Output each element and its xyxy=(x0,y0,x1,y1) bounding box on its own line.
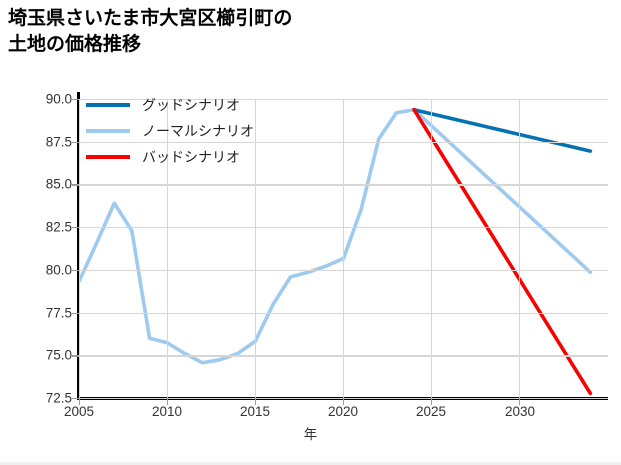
x-tick-label: 2010 xyxy=(151,404,183,419)
gridline-vertical xyxy=(519,99,521,398)
legend-swatch-good-icon xyxy=(86,103,130,107)
y-tick-label: 77.5 xyxy=(45,305,72,321)
y-tick-mark xyxy=(72,227,79,229)
x-axis-title: 年 xyxy=(303,427,318,442)
y-tick-mark xyxy=(72,398,79,400)
gridline-vertical xyxy=(167,99,169,398)
y-tick-label: 80.0 xyxy=(45,262,72,278)
legend-label-bad: バッドシナリオ xyxy=(142,149,240,165)
line-historical xyxy=(79,107,416,365)
x-tick-label: 2005 xyxy=(63,404,95,419)
x-tick-mark xyxy=(519,398,521,405)
legend-label-normal: ノーマルシナリオ xyxy=(142,123,254,139)
legend-label-good: グッドシナリオ xyxy=(142,97,240,113)
chart-legend: グッドシナリオ ノーマルシナリオ バッドシナリオ xyxy=(86,92,301,170)
legend-item-normal[interactable]: ノーマルシナリオ xyxy=(86,118,301,144)
y-tick-mark xyxy=(72,269,79,272)
gridline-vertical xyxy=(79,99,81,398)
data-series-layer xyxy=(79,107,593,396)
y-tick-label: 87.5 xyxy=(45,134,72,150)
y-tick-label: 72.5 xyxy=(45,390,72,406)
y-tick-label: 75.0 xyxy=(45,347,72,363)
gridline-vertical xyxy=(255,99,257,398)
line-bad-scenario xyxy=(412,107,593,396)
x-tick-mark xyxy=(255,398,257,405)
x-tick-mark xyxy=(79,398,81,405)
chart-title: 埼玉県さいたま市大宮区櫛引町の 土地の価格推移 xyxy=(8,8,293,55)
x-tick-label: 2015 xyxy=(239,404,271,419)
y-tick-mark xyxy=(72,141,79,143)
legend-swatch-bad-icon xyxy=(86,155,130,159)
x-tick-label: 2020 xyxy=(327,404,359,419)
gridline-vertical xyxy=(343,99,345,398)
legend-item-bad[interactable]: バッドシナリオ xyxy=(86,144,301,170)
y-axis-title-wrapper: 坪（3.3㎡）単価（万円） xyxy=(0,0,1,1)
plot-area xyxy=(72,99,608,405)
line-good-scenario xyxy=(412,107,593,153)
x-tick-label: 2025 xyxy=(415,404,447,419)
y-tick-mark xyxy=(72,312,79,314)
x-tick-mark xyxy=(343,398,345,405)
y-tick-mark xyxy=(72,355,79,357)
y-axis-tick-labels: 72.5 75.0 77.5 80.0 82.5 85.0 87.5 90.0 xyxy=(0,92,72,406)
y-tick-mark xyxy=(72,184,79,186)
y-tick-label: 90.0 xyxy=(45,91,72,107)
gridline-vertical xyxy=(431,99,433,398)
legend-swatch-normal-icon xyxy=(86,129,130,133)
y-tick-label: 82.5 xyxy=(45,219,72,235)
x-tick-mark xyxy=(431,398,433,405)
line-normal-scenario xyxy=(412,107,593,275)
x-tick-label: 2030 xyxy=(504,404,536,419)
y-tick-label: 85.0 xyxy=(45,176,72,192)
x-tick-mark xyxy=(167,398,169,405)
y-axis-spine xyxy=(77,92,80,400)
y-tick-mark xyxy=(72,99,79,101)
legend-item-good[interactable]: グッドシナリオ xyxy=(86,92,301,118)
